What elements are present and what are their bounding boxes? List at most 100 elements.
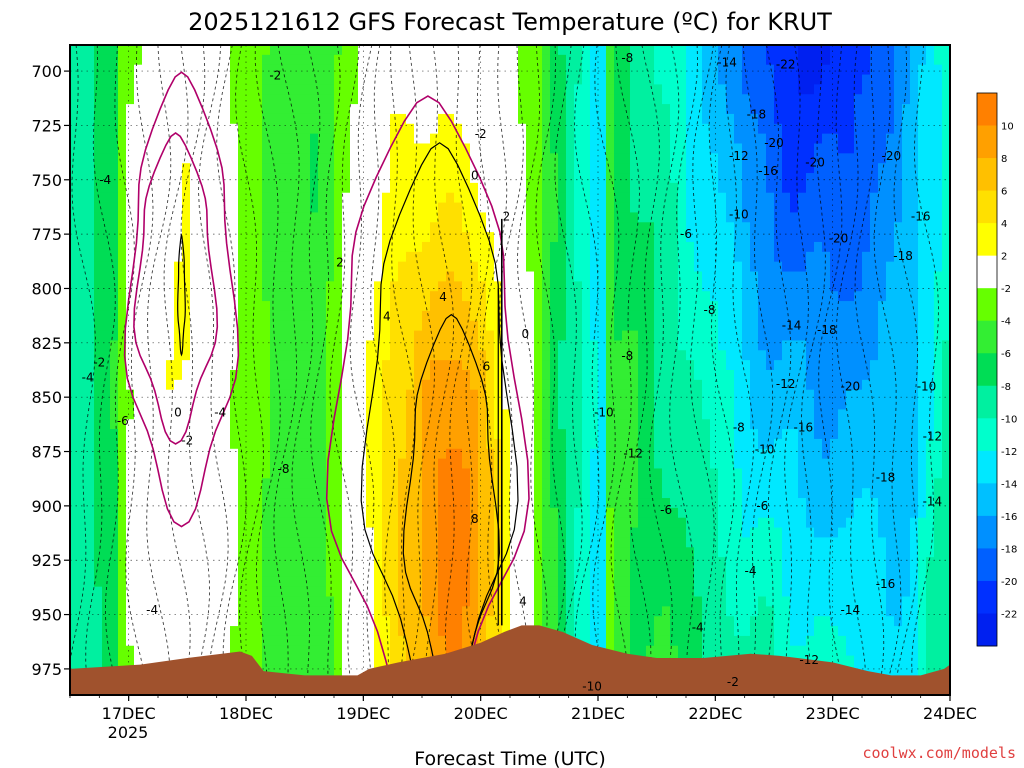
y-tick-label: 900	[31, 497, 62, 516]
y-tick-label: 725	[31, 116, 62, 135]
contour-label: -4	[745, 564, 757, 578]
contour-label: -10	[594, 405, 614, 419]
colorbar-swatch	[977, 320, 997, 354]
contour-label: 2	[336, 255, 344, 269]
grid	[70, 45, 950, 695]
terrain	[70, 625, 950, 695]
x-tick-label: 18DEC	[219, 704, 273, 723]
y-tick-label: 825	[31, 334, 62, 353]
x-axis-label: Forecast Time (UTC)	[414, 748, 605, 768]
contour-label: 0	[174, 405, 182, 419]
colorbar-label: 2	[1001, 252, 1007, 263]
contour-label: -8	[704, 303, 716, 317]
y-tick-label: 800	[31, 279, 62, 298]
colorbar-swatch	[977, 223, 997, 257]
contour-label: -12	[934, 725, 954, 739]
contour-label: -4	[214, 405, 226, 419]
colorbar-label: -6	[1001, 349, 1011, 360]
contour-label: -4	[146, 603, 158, 617]
colorbar-label: -14	[1001, 479, 1017, 490]
contour-label: 8	[471, 512, 479, 526]
x-tick-label: 20DEC	[454, 704, 508, 723]
contour-label: -18	[876, 471, 896, 485]
contour-label: -10	[729, 208, 749, 222]
contour-label: -20	[840, 379, 860, 393]
y-tick-label: 700	[31, 62, 62, 81]
colorbar-swatch	[977, 450, 997, 484]
y-tick-label: 975	[31, 660, 62, 679]
contour-label: -8	[621, 349, 633, 363]
colorbar-swatch	[977, 93, 997, 126]
contour-label: -6	[680, 227, 692, 241]
colorbar-label: -4	[1001, 317, 1011, 328]
y-tick-label: 950	[31, 606, 62, 625]
x-tick-label: 17DEC	[102, 704, 156, 723]
x-tick-label: 19DEC	[336, 704, 390, 723]
colorbar-swatch	[977, 613, 997, 647]
contour-label: -2	[93, 355, 105, 369]
contour-label: -6	[756, 499, 768, 513]
contour-label: -12	[776, 377, 796, 391]
y-axis: 700 725 750 775 800 825 850 875 900 925 950 975	[31, 62, 70, 679]
contour-label: -16	[876, 577, 896, 591]
colorbar-swatch	[977, 125, 997, 159]
colorbar-swatch	[977, 548, 997, 582]
colorbar-swatch	[977, 288, 997, 322]
colorbar-swatch	[977, 385, 997, 419]
contour-label: -20	[881, 149, 901, 163]
contour-label: -12	[729, 149, 749, 163]
temperature-field	[70, 45, 950, 695]
contour-label: -10	[755, 442, 775, 456]
contour-label: -12	[623, 447, 643, 461]
contour-label: -8	[956, 553, 968, 567]
contour-label: -2	[475, 127, 487, 141]
credit-text: coolwx.com/models	[862, 744, 1016, 762]
colorbar-swatch	[977, 580, 997, 614]
contour-label: -20	[764, 136, 784, 150]
x-tick-label: 24DEC	[923, 704, 977, 723]
contour-label: -4	[82, 371, 94, 385]
x-axis: 17DEC 18DEC 19DEC 20DEC 21DEC 22DEC 23DEC 24DEC	[69, 695, 977, 723]
x-tick-label: 23DEC	[806, 704, 860, 723]
contour-label: -6	[956, 282, 968, 296]
contour-label: -10	[582, 679, 602, 693]
contour-label: -16	[793, 421, 813, 435]
contour-label: -18	[893, 249, 913, 263]
contour-label: -20	[805, 155, 825, 169]
contour-label: -10	[770, 701, 790, 715]
contour-label: 0	[521, 327, 529, 341]
contour-lines	[70, 45, 939, 695]
colorbar: 10 8 6 4 2 -2 -4 -6 -8 -10 -12 -14 -16 -18 -20 -22	[976, 92, 1017, 647]
x-tick-label: 22DEC	[688, 704, 742, 723]
colorbar-label: 8	[1001, 154, 1007, 165]
contour-label: -10	[917, 379, 937, 393]
colorbar-swatch	[977, 353, 997, 387]
contour-label: 0	[471, 168, 479, 182]
contour-label: -12	[923, 429, 943, 443]
contour-label: 4	[383, 310, 391, 324]
contour-label: -10	[958, 642, 978, 656]
y-tick-label: 775	[31, 225, 62, 244]
y-tick-label: 925	[31, 551, 62, 570]
x-tick-label: 21DEC	[571, 704, 625, 723]
contour-label: -6	[660, 503, 672, 517]
contour-label: 4	[439, 290, 447, 304]
contour-label: 4	[519, 595, 527, 609]
contour-label: 6	[483, 360, 491, 374]
contour-label: -14	[840, 603, 860, 617]
contour-label: -18	[817, 323, 837, 337]
contour-label: -2	[269, 68, 281, 82]
contour-label: -8	[621, 51, 633, 65]
colorbar-label: -20	[1001, 577, 1017, 588]
contour-label: -6	[117, 414, 129, 428]
colorbar-swatch	[977, 158, 997, 191]
colorbar-label: 6	[1001, 187, 1007, 198]
contour-label: -14	[717, 55, 737, 69]
contour-label: 2	[503, 210, 511, 224]
contour-label: -20	[829, 232, 849, 246]
contour-label: -2	[181, 434, 193, 448]
colorbar-swatch	[977, 483, 997, 517]
contour-label: -4	[99, 173, 111, 187]
